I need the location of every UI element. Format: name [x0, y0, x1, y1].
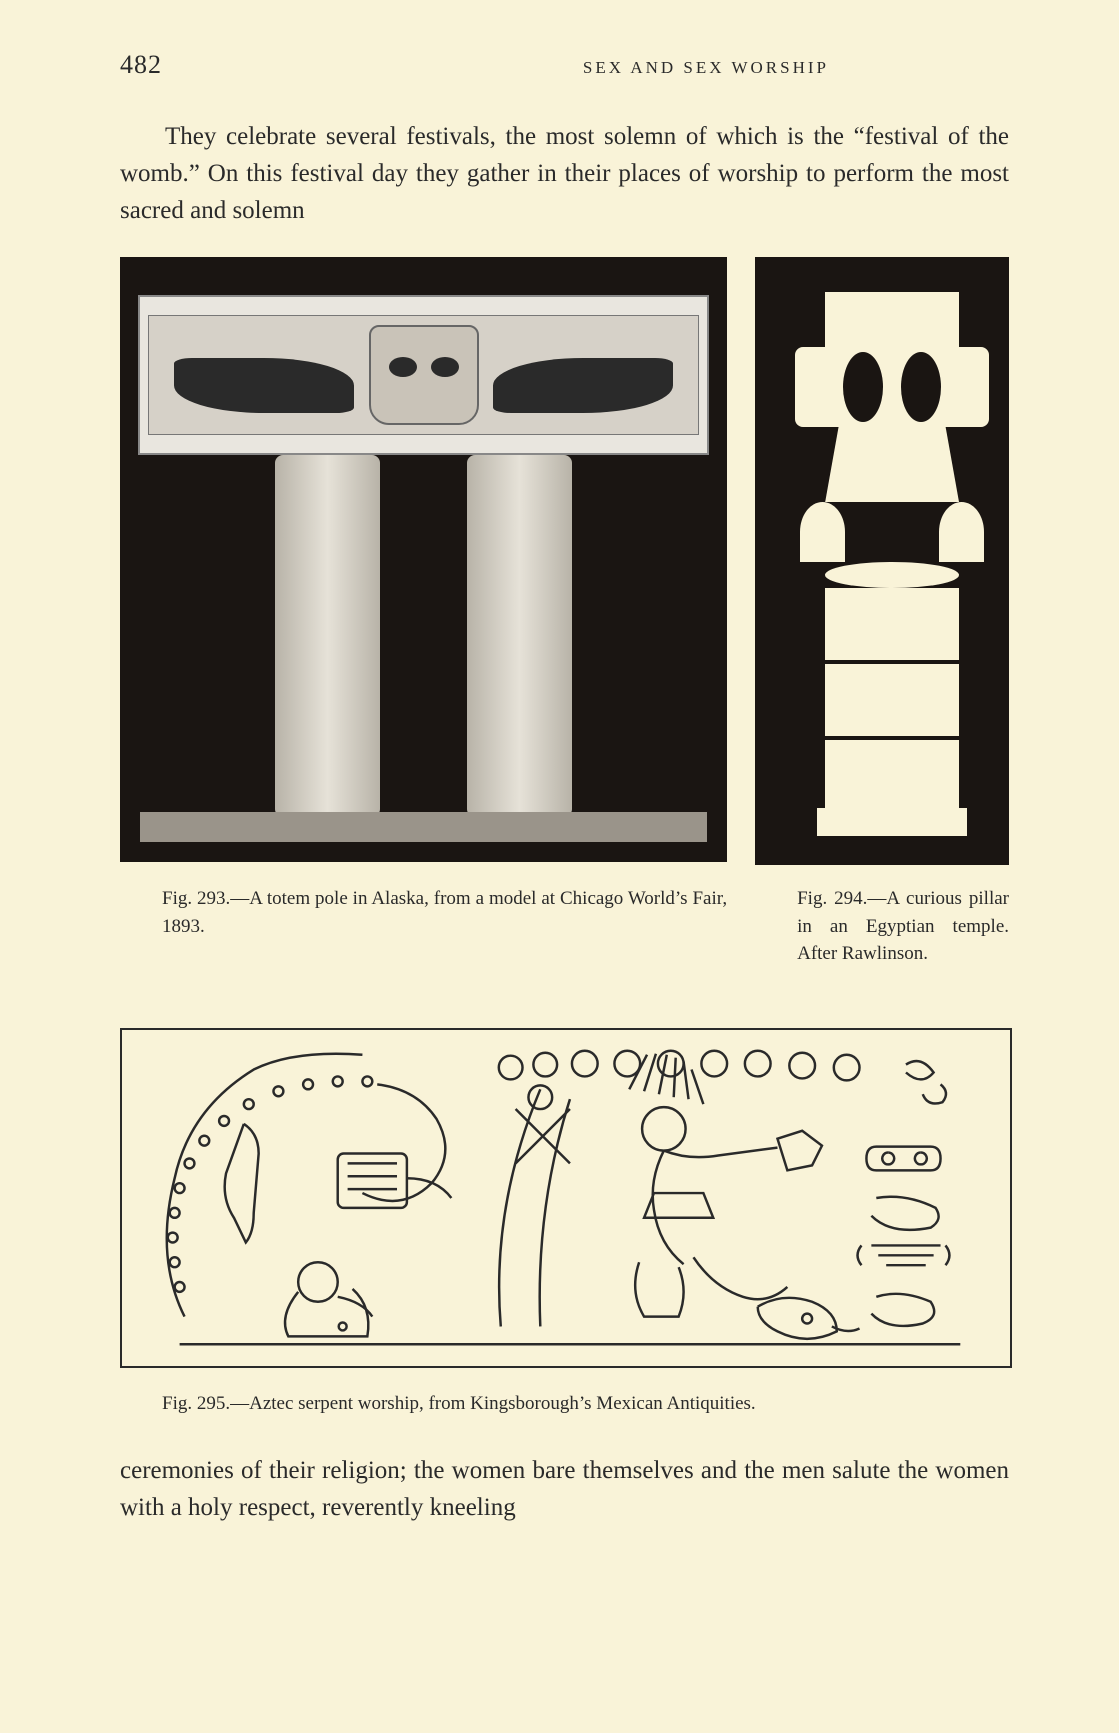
- figure-295-caption: Fig. 295.—Aztec serpent worship, from Ki…: [120, 1390, 1009, 1418]
- caption-row-top: Fig. 293.—A totem pole in Alaska, from a…: [120, 885, 1009, 968]
- figure-row-top: [120, 257, 1009, 865]
- paragraph-2: ceremonies of their religion; the women …: [120, 1452, 1009, 1526]
- pillar-base: [817, 808, 967, 836]
- wing-right: [493, 358, 673, 413]
- figure-294-image: [755, 257, 1009, 865]
- glyph-4: [858, 1245, 950, 1265]
- pillar-ring: [825, 562, 959, 588]
- figure-293-image: [120, 257, 727, 862]
- seated-figure: [285, 1262, 372, 1336]
- egyptian-pillar: [825, 292, 959, 843]
- pillar-shaft: [825, 588, 959, 808]
- figure-293-caption: Fig. 293.—A totem pole in Alaska, from a…: [120, 885, 727, 968]
- paragraph-1: They celebrate several festivals, the mo…: [120, 118, 1009, 229]
- leaf-right: [939, 502, 984, 562]
- totem-lintel: [138, 295, 709, 455]
- glyph-1: [906, 1061, 934, 1079]
- totem-post-left: [275, 455, 380, 817]
- serpent-head-right: [758, 1297, 860, 1338]
- totem-face: [369, 325, 479, 425]
- glyph-2: [866, 1146, 940, 1170]
- page-header: 482 SEX AND SEX WORSHIP: [120, 50, 1009, 80]
- figure-295-image: [120, 1028, 1012, 1368]
- fish: [225, 1124, 259, 1243]
- lintel-band: [148, 315, 699, 435]
- leaf-left: [800, 502, 845, 562]
- glyph-5: [871, 1293, 934, 1325]
- warrior-figure: [629, 1053, 822, 1316]
- pillar-capital: [825, 292, 959, 347]
- serpent-scales: [168, 1076, 373, 1291]
- aztec-svg: [122, 1030, 1010, 1366]
- center-stems: [499, 1089, 570, 1326]
- circle-row: [499, 1050, 860, 1108]
- ground: [140, 812, 707, 842]
- serpent-body: [167, 1053, 363, 1316]
- pillar-heads: [795, 347, 989, 427]
- totem-post-right: [467, 455, 572, 817]
- glyph-3: [871, 1196, 938, 1229]
- pillar-leaves: [825, 502, 959, 562]
- figure-294-caption: Fig. 294.—A curious pillar in an Egyptia…: [755, 885, 1009, 968]
- running-head: SEX AND SEX WORSHIP: [583, 58, 829, 78]
- page-number: 482: [120, 50, 162, 80]
- glyph-1b: [923, 1084, 946, 1103]
- wing-left: [174, 358, 354, 413]
- pillar-lotus: [825, 427, 959, 502]
